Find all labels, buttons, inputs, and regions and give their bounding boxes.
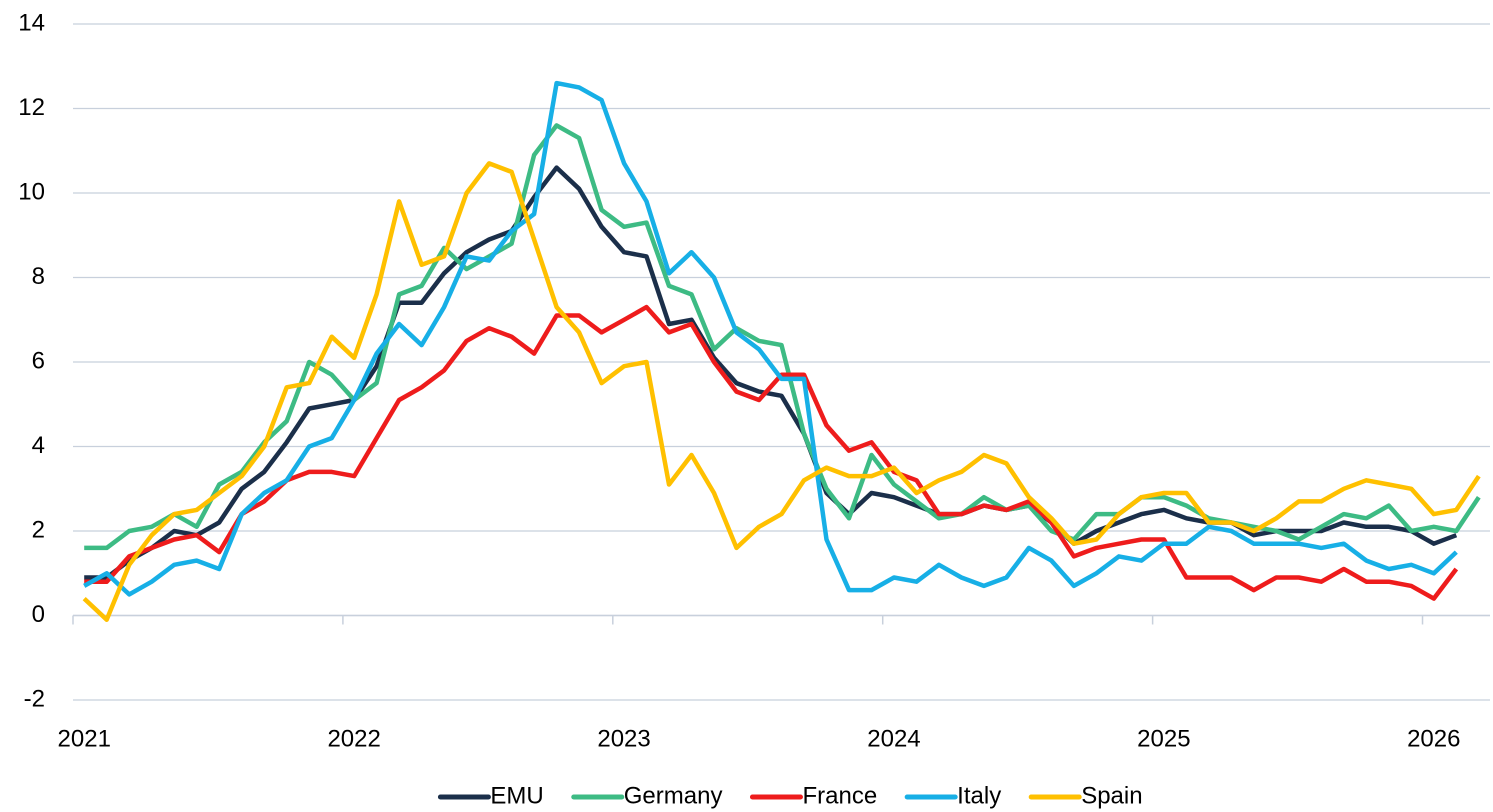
y-tick-label: -2: [24, 685, 45, 712]
y-tick-label: 6: [32, 347, 45, 374]
x-tick-label: 2022: [327, 725, 380, 752]
x-tick-label: 2021: [58, 725, 111, 752]
legend-item: Italy: [904, 782, 1001, 809]
x-tick-label: 2025: [1137, 725, 1190, 752]
series-line: [84, 123, 1481, 551]
y-tick-label: 8: [32, 263, 45, 290]
legend: EMU Germany France Italy Spain: [437, 782, 1143, 809]
series-line: [82, 161, 1481, 622]
legend-item: EMU: [437, 782, 544, 809]
legend-item: France: [749, 782, 877, 809]
legend-label: France: [802, 782, 877, 809]
series-line: [83, 80, 1458, 597]
x-tick-label: 2023: [597, 725, 650, 752]
y-tick-label: 14: [18, 9, 45, 36]
legend-label: Spain: [1081, 782, 1142, 809]
legend-item: Germany: [571, 782, 723, 809]
y-tick-label: 0: [32, 601, 45, 628]
y-tick-label: 10: [18, 178, 45, 205]
legend-label: Italy: [957, 782, 1001, 809]
x-tick-label: 2024: [867, 725, 920, 752]
legend-label: Germany: [624, 782, 723, 809]
series-line: [84, 304, 1459, 601]
series-line: [84, 165, 1458, 580]
legend-label: EMU: [490, 782, 543, 809]
y-tick-label: 12: [18, 94, 45, 121]
legend-item: Spain: [1028, 782, 1143, 809]
x-tick-label: 2026: [1407, 725, 1460, 752]
y-tick-label: 4: [32, 432, 45, 459]
y-tick-label: 2: [32, 516, 45, 543]
